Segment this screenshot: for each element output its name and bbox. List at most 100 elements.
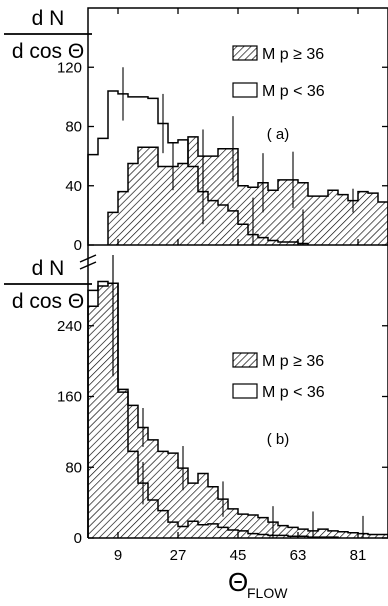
- histogram-bar: [158, 451, 168, 538]
- histogram-outline: [87, 90, 309, 245]
- panel-b: d N d cos Θ 0 80 160 240 9 27 45 63 81 M p ≥ 36…: [4, 245, 388, 564]
- legend-label-open-a: M p < 36: [262, 83, 325, 100]
- histogram-outline: [107, 136, 388, 245]
- histogram-bar: [128, 163, 138, 245]
- legend-label-hatched-b: M p ≥ 36: [262, 353, 324, 370]
- histogram-bar: [298, 529, 308, 538]
- histogram-bar: [348, 200, 358, 245]
- histogram-bar: [378, 534, 388, 538]
- histogram-bar: [178, 163, 188, 245]
- legend-a: M p ≥ 36 M p < 36: [232, 45, 325, 100]
- histogram-bar: [198, 473, 208, 538]
- histogram-bar: [278, 525, 288, 538]
- histogram-bar: [178, 468, 188, 538]
- histogram-bar: [148, 147, 158, 245]
- histogram-bar: [238, 514, 248, 538]
- legend-label-hatched-a: M p ≥ 36: [262, 46, 324, 63]
- histogram-bar: [288, 179, 298, 245]
- axis-break-mark: [79, 254, 97, 263]
- x-tick-label: 9: [114, 547, 122, 564]
- y-tick-label: 80: [65, 459, 82, 476]
- histogram-bar: [208, 486, 218, 538]
- y-tick-label: 80: [65, 119, 82, 136]
- x-tick-label: 45: [230, 547, 247, 564]
- x-axis-title-subscript: FLOW: [247, 585, 288, 601]
- histogram-bar: [188, 136, 198, 245]
- histogram-bar: [378, 202, 388, 245]
- y-tick-label: 40: [65, 178, 82, 195]
- histogram-outline: [87, 280, 339, 538]
- histogram-bar: [348, 532, 358, 538]
- legend-swatch-open-b: [232, 383, 258, 399]
- histogram-bar: [368, 193, 378, 245]
- histogram-bar: [328, 190, 338, 245]
- x-tick-label: 81: [350, 547, 367, 564]
- x-axis-title-symbol: Θ: [228, 567, 248, 597]
- histogram-bar: [318, 529, 328, 538]
- legend-b: M p ≥ 36 M p < 36: [232, 352, 325, 401]
- histogram-bar: [98, 285, 108, 538]
- panel-label-b: ( b): [267, 431, 290, 448]
- panel-label-a: ( a): [267, 126, 290, 143]
- y-tick-label: 120: [57, 59, 82, 76]
- series-open: [87, 255, 339, 538]
- y-tick-label: 160: [57, 389, 82, 406]
- legend-swatch-hatched-b: [232, 352, 258, 368]
- x-tick-label: 27: [170, 547, 187, 564]
- histogram-bar: [328, 530, 338, 538]
- y-tick-label: 0: [74, 237, 82, 254]
- y-axis-denominator-b: d cos Θ: [12, 290, 84, 313]
- histogram-bar: [228, 148, 238, 245]
- y-axis-numerator-b: d N: [32, 257, 65, 280]
- histogram-bar: [108, 212, 118, 245]
- histogram-bar: [258, 182, 268, 245]
- histogram-bar: [318, 196, 328, 245]
- y-axis-title-b: d N d cos Θ: [4, 257, 92, 313]
- axis-break-mark: [79, 261, 97, 270]
- histograms-a: [87, 67, 388, 245]
- histogram-bar: [88, 306, 98, 538]
- histogram-bar: [188, 483, 198, 538]
- legend-item-open-a: M p < 36: [232, 82, 325, 100]
- histogram-bar: [108, 283, 118, 538]
- series-hatched: [87, 255, 388, 538]
- x-axis-title: Θ FLOW: [228, 567, 288, 601]
- histogram-bar: [248, 515, 258, 538]
- y-axis-title-a: d N d cos Θ: [4, 7, 92, 63]
- histogram-bar: [158, 166, 168, 245]
- histogram-bar: [148, 439, 158, 538]
- histogram-bar: [218, 499, 228, 538]
- legend-item-open-b: M p < 36: [232, 383, 325, 401]
- histogram-bar: [238, 185, 248, 245]
- histogram-bar: [138, 147, 148, 245]
- histogram-bar: [128, 405, 138, 538]
- histogram-bar: [258, 517, 268, 538]
- x-axis-ticks-b: 9 27 45 63 81: [114, 532, 367, 564]
- histogram-bar: [278, 179, 288, 245]
- histogram-bar: [118, 389, 128, 538]
- histogram-bar: [368, 534, 378, 538]
- histogram-bar: [268, 190, 278, 245]
- histogram-bar: [308, 196, 318, 245]
- histogram-bar: [218, 148, 228, 245]
- legend-swatch-open-a: [232, 82, 258, 98]
- histogram-bar: [118, 191, 128, 245]
- histogram-bar: [338, 194, 348, 245]
- y-axis-denominator-a: d cos Θ: [12, 40, 84, 63]
- histogram-outline: [87, 282, 388, 538]
- x-tick-label: 63: [290, 547, 307, 564]
- histogram-bar: [228, 508, 238, 538]
- y-axis-ticks-b: 0 80 160 240: [57, 318, 388, 547]
- histogram-bar: [168, 453, 178, 538]
- legend-item-hatched-a: M p ≥ 36: [232, 45, 324, 63]
- y-tick-label: 240: [57, 318, 82, 335]
- y-axis-numerator-a: d N: [32, 7, 65, 30]
- histogram-bar: [288, 527, 298, 538]
- legend-item-hatched-b: M p ≥ 36: [232, 352, 324, 370]
- histogram-bar: [168, 166, 178, 245]
- axis-break-marks: [79, 254, 97, 270]
- panel-a: d N d cos Θ 0 40 80 120 M p ≥ 36 M p < 36 (…: [4, 7, 388, 254]
- histograms-b: [87, 255, 388, 538]
- histogram-bar: [338, 531, 348, 538]
